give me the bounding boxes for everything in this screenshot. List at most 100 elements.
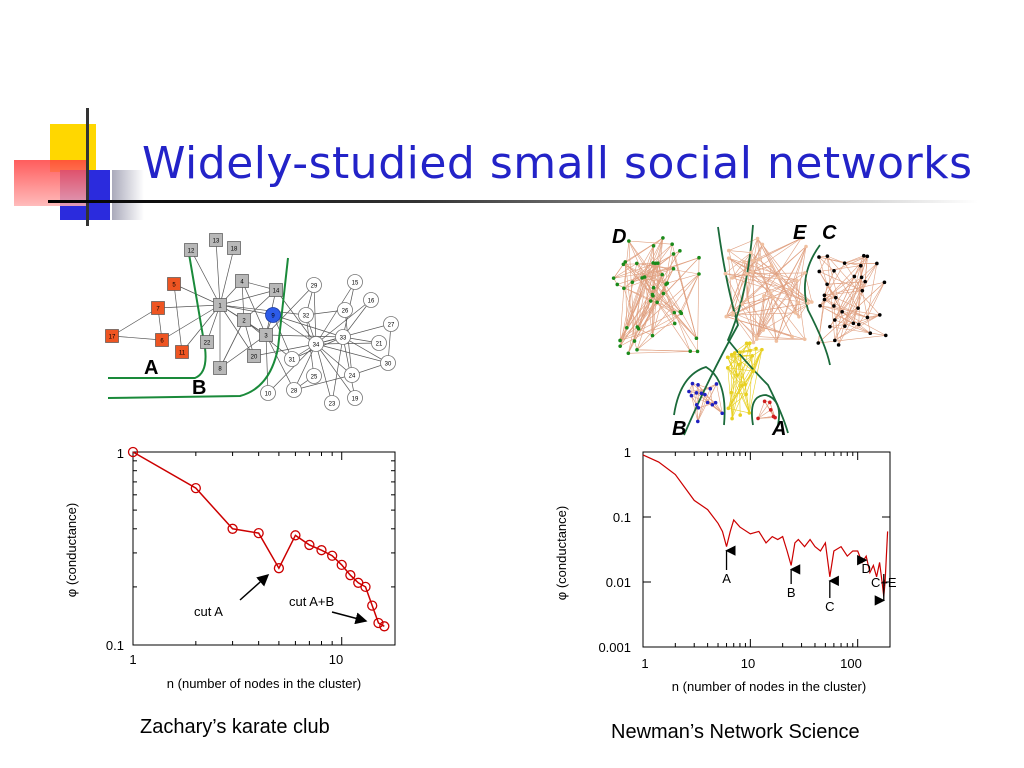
newman-node — [816, 341, 821, 345]
newman-node — [832, 268, 836, 273]
plot-frame — [642, 451, 891, 648]
newman-edge — [753, 348, 757, 372]
newman-node — [755, 236, 760, 241]
karate-edge — [190, 249, 221, 306]
newman-node — [771, 295, 776, 300]
newman-node — [868, 331, 873, 335]
newman-node — [694, 402, 699, 407]
data-point — [379, 621, 390, 632]
karate-node: 29 — [306, 277, 322, 293]
karate-node: 13 — [209, 233, 223, 247]
karate-node: 31 — [284, 351, 300, 367]
karate-node: 9 — [265, 307, 281, 323]
newman-edge — [818, 256, 835, 272]
newman-node — [761, 328, 766, 332]
newman-node — [751, 258, 756, 263]
annotation-label: A — [722, 571, 731, 586]
newman-node — [740, 384, 744, 388]
karate-edge — [219, 304, 255, 357]
newman-node — [806, 301, 810, 305]
karate-node-label: 6 — [160, 339, 164, 345]
plot-frame — [132, 451, 396, 646]
newman-node — [672, 321, 677, 326]
karate-node: 4 — [235, 274, 249, 288]
newman-node — [713, 400, 718, 405]
newman-edge — [797, 302, 800, 317]
newman-edge — [853, 277, 862, 324]
newman-boundary-b — [673, 366, 726, 426]
newman-edge — [829, 322, 854, 327]
karate-edge — [265, 334, 269, 394]
newman-node — [744, 392, 748, 397]
newman-edge — [657, 263, 676, 324]
karate-node-label: 13 — [213, 239, 220, 245]
newman-node — [640, 276, 644, 280]
newman-edge — [636, 273, 700, 350]
newman-edge — [712, 404, 723, 414]
newman-node — [833, 318, 837, 322]
data-point — [316, 545, 327, 556]
newman-edge — [733, 288, 791, 315]
newman-node — [840, 309, 844, 314]
newman-edge — [833, 276, 855, 307]
newman-node — [655, 300, 659, 305]
region-label-a: A — [144, 357, 158, 379]
karate-node: 26 — [337, 302, 353, 318]
newman-node — [660, 272, 665, 277]
newman-node — [768, 400, 772, 405]
karate-node-label: 26 — [342, 309, 349, 315]
newman-edge — [632, 268, 674, 283]
newman-edge — [626, 237, 664, 328]
karate-node: 24 — [344, 367, 360, 383]
newman-label-a: A — [771, 418, 786, 437]
newman-edge — [770, 272, 806, 294]
newman-node — [863, 279, 867, 284]
newman-edge — [763, 302, 809, 331]
x-tick-label: 1 — [129, 652, 136, 667]
newman-node — [852, 274, 857, 279]
newman-edge — [762, 244, 799, 303]
karate-node: 32 — [298, 307, 314, 323]
newman-edge — [861, 263, 878, 278]
newman-node — [732, 351, 737, 355]
newman-node — [771, 414, 776, 419]
newman-node — [804, 244, 808, 249]
newman-node — [650, 292, 655, 297]
newman-label-d: D — [612, 226, 626, 248]
newman-edge — [834, 324, 859, 341]
karate-node-label: 17 — [109, 335, 116, 341]
newman-node — [828, 324, 832, 329]
newman-edge — [636, 263, 681, 313]
newman-edge — [844, 255, 864, 264]
karate-edge — [219, 289, 277, 306]
newman-edge — [757, 238, 809, 304]
data-point — [127, 446, 139, 458]
newman-edge — [626, 282, 633, 328]
newman-node — [725, 355, 730, 360]
newman-node — [627, 239, 631, 243]
karate-edge — [173, 283, 183, 353]
newman-edge — [697, 388, 711, 422]
data-point — [273, 563, 285, 574]
newman-node — [648, 299, 653, 303]
newman-node — [678, 249, 682, 253]
newman-edge — [697, 394, 706, 422]
karate-edge — [219, 304, 274, 316]
newman-node — [760, 347, 764, 352]
karate-node: 33 — [335, 329, 351, 345]
newman-node — [708, 386, 713, 391]
newman-edge — [750, 252, 753, 272]
newman-node — [729, 352, 734, 357]
karate-edge — [331, 336, 344, 404]
newman-edge — [628, 240, 681, 313]
karate-node-label: 19 — [352, 397, 359, 403]
karate-node-label: 34 — [313, 343, 320, 349]
karate-node-label: 24 — [349, 374, 356, 380]
newman-node — [774, 339, 779, 343]
newman-node — [750, 354, 755, 358]
newman-edge — [864, 256, 868, 282]
newman-edge — [734, 352, 738, 376]
newman-edge — [624, 261, 628, 328]
cut-ab-arrow — [331, 611, 368, 625]
